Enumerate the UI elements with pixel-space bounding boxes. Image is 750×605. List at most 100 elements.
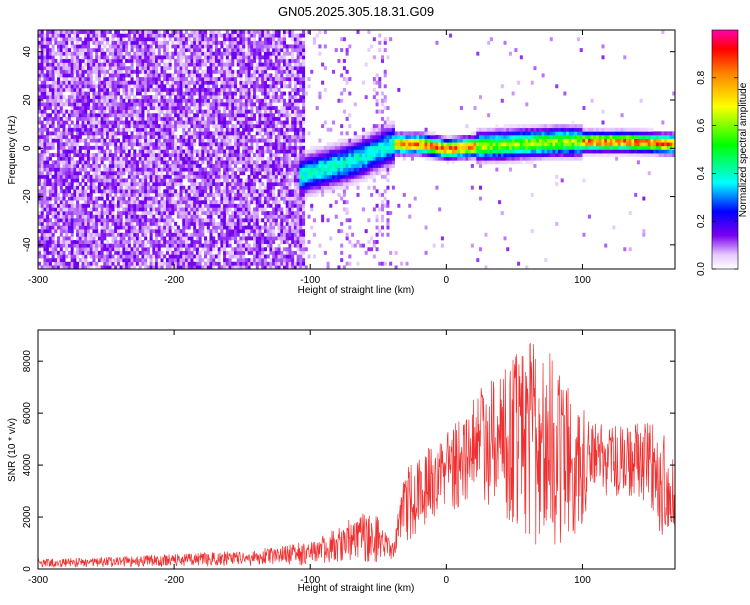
heatmap-cell [217,250,221,255]
heatmap-cell [136,127,140,132]
heatmap-cell [100,229,104,234]
heatmap-cell [244,51,248,56]
heatmap-cell [220,33,224,38]
heatmap-cell [269,240,273,244]
heatmap-cell [103,124,107,129]
heatmap-cell [165,127,169,132]
heatmap-cell [76,95,80,100]
heatmap-cell [111,160,115,165]
heatmap-cell [51,66,55,71]
heatmap-cell [78,73,82,78]
heatmap-cell [46,207,50,212]
heatmap-cell [214,84,218,89]
heatmap-cell [84,258,88,263]
heatmap-cell [179,167,183,172]
heatmap-cell [155,236,159,241]
heatmap-cell [209,178,213,183]
heatmap-cell [253,211,257,215]
heatmap-cell [43,232,47,237]
heatmap-cell [141,163,145,168]
heatmap-cell [214,167,218,172]
heatmap-cell [95,135,99,139]
heatmap-cell [171,98,175,103]
heatmap-cell [244,91,248,96]
heatmap-cell [103,44,107,49]
heatmap-cell [250,116,254,121]
heatmap-cell [84,48,88,53]
heatmap-cell [187,156,191,161]
heatmap-cell [149,153,153,158]
heatmap-cell [206,102,210,107]
heatmap-cell [70,95,74,100]
heatmap-cell [165,182,169,187]
heatmap-cell [133,229,137,234]
heatmap-cell [228,44,232,49]
heatmap-cell [258,33,262,38]
heatmap-cell [209,30,213,34]
heatmap-cell [130,106,134,110]
heatmap-cell [244,182,248,187]
heatmap-cell [144,98,148,103]
heatmap-cell [38,30,42,34]
heatmap-cell [269,80,273,85]
heatmap-cell [261,62,265,67]
heatmap-cell [190,178,194,183]
heatmap-cell [263,247,267,252]
heatmap-cell [92,218,96,223]
heatmap-cell [152,127,156,132]
heatmap-cell [258,66,262,71]
heatmap-cell [111,240,115,244]
heatmap-cell [195,240,199,244]
heatmap-cell [87,106,91,110]
heatmap-cell [65,66,69,71]
heatmap-cell [234,145,238,150]
heatmap-cell [214,254,218,259]
heatmap-cell [122,40,126,45]
heatmap-cell [220,66,224,71]
heatmap-cell [89,174,93,179]
heatmap-cell [179,200,183,205]
heatmap-cell [163,236,167,241]
heatmap-cell [130,87,134,92]
heatmap-cell [244,124,248,129]
heatmap-cell [201,243,205,248]
heatmap-cell [155,171,159,176]
heatmap-cell [40,211,44,215]
heatmap-cell [261,265,265,269]
heatmap-cell [149,211,153,215]
heatmap-cell [266,40,270,45]
heatmap-cell [195,153,199,158]
heatmap-cell [247,37,251,42]
heatmap-cell [217,33,221,38]
heatmap-cell [250,258,254,263]
heatmap-cell [62,153,66,158]
heatmap-cell [122,44,126,49]
heatmap-cell [236,196,240,201]
heatmap-cell [76,30,80,34]
heatmap-cell [193,124,197,129]
heatmap-cell [100,87,104,92]
heatmap-cell [149,240,153,244]
heatmap-cell [111,196,115,201]
heatmap-cell [133,261,137,266]
heatmap-cell [234,160,238,165]
heatmap-cell [51,178,55,183]
heatmap-cell [263,40,267,45]
heatmap-cell [160,196,164,201]
heatmap-cell [95,196,99,201]
heatmap-cell [78,265,82,269]
heatmap-cell [106,167,110,172]
heatmap-cell [78,203,82,208]
heatmap-cell [65,73,69,78]
heatmap-cell [43,163,47,168]
heatmap-cell [171,142,175,147]
heatmap-cell [277,203,281,208]
heatmap-cell [163,192,167,197]
heatmap-cell [103,254,107,259]
heatmap-cell [269,44,273,49]
heatmap-cell [127,69,131,74]
heatmap-cell [165,192,169,197]
heatmap-cell [40,113,44,118]
heatmap-cell [190,232,194,237]
heatmap-cell [46,174,50,179]
